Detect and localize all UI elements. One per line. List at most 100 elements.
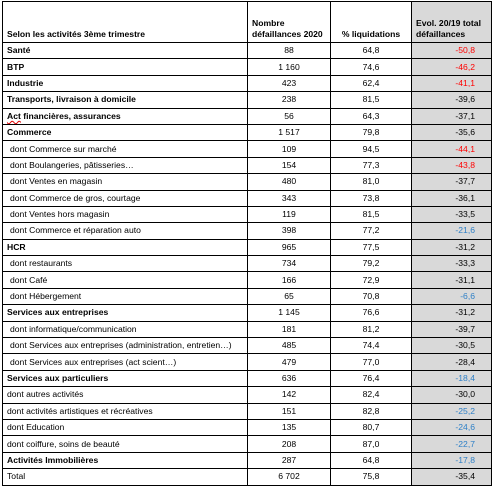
cell-activity[interactable]: BTP: [2, 58, 248, 76]
cell-evolution[interactable]: -30,5: [411, 337, 492, 355]
cell-evolution[interactable]: -30,0: [411, 386, 492, 404]
cell-liquidations[interactable]: 80,7: [330, 418, 412, 437]
cell-activity[interactable]: dont Commerce sur marché: [2, 140, 248, 158]
cell-activity[interactable]: dont Café: [2, 271, 248, 289]
cell-evolution[interactable]: -43,8: [411, 156, 492, 175]
cell-evolution[interactable]: -35,6: [411, 123, 492, 142]
cell-failures[interactable]: 56: [247, 107, 331, 125]
cell-evolution[interactable]: -17,8: [411, 451, 492, 470]
cell-liquidations[interactable]: 81,5: [330, 91, 412, 109]
cell-evolution[interactable]: -24,6: [411, 418, 492, 437]
cell-activity[interactable]: Commerce: [2, 123, 248, 142]
cell-evolution[interactable]: -6,6: [411, 287, 492, 306]
cell-activity[interactable]: Act financières, assurances: [2, 107, 248, 125]
cell-liquidations[interactable]: 77,2: [330, 222, 412, 240]
cell-liquidations[interactable]: 77,5: [330, 238, 412, 257]
cell-evolution[interactable]: -37,7: [411, 173, 492, 191]
header-activity[interactable]: Selon les activités 3ème trimestre: [2, 1, 248, 43]
cell-activity[interactable]: dont Education: [2, 418, 248, 437]
cell-failures[interactable]: 965: [247, 238, 331, 257]
cell-failures[interactable]: 208: [247, 435, 331, 453]
cell-liquidations[interactable]: 81,0: [330, 173, 412, 191]
cell-liquidations[interactable]: 73,8: [330, 189, 412, 207]
cell-liquidations[interactable]: 79,2: [330, 255, 412, 273]
cell-activity[interactable]: dont Hébergement: [2, 287, 248, 306]
cell-failures[interactable]: 343: [247, 189, 331, 207]
cell-activity[interactable]: dont Commerce et réparation auto: [2, 222, 248, 240]
cell-failures[interactable]: 480: [247, 173, 331, 191]
cell-activity[interactable]: Services aux entreprises: [2, 304, 248, 322]
cell-activity[interactable]: dont informatique/communication: [2, 320, 248, 339]
cell-failures[interactable]: 636: [247, 369, 331, 388]
cell-evolution[interactable]: -50,8: [411, 41, 492, 60]
cell-evolution[interactable]: -33,5: [411, 205, 492, 224]
cell-failures[interactable]: 181: [247, 320, 331, 339]
cell-failures[interactable]: 151: [247, 402, 331, 420]
cell-activity[interactable]: Transports, livraison à domicile: [2, 91, 248, 109]
cell-liquidations[interactable]: 74,4: [330, 337, 412, 355]
cell-liquidations[interactable]: 64,8: [330, 451, 412, 470]
cell-activity[interactable]: Total: [2, 468, 248, 486]
cell-liquidations[interactable]: 72,9: [330, 271, 412, 289]
cell-evolution[interactable]: -22,7: [411, 435, 492, 453]
cell-liquidations[interactable]: 77,3: [330, 156, 412, 175]
cell-activity[interactable]: Industrie: [2, 74, 248, 93]
cell-failures[interactable]: 6 702: [247, 468, 331, 486]
cell-liquidations[interactable]: 74,6: [330, 58, 412, 76]
cell-failures[interactable]: 1 145: [247, 304, 331, 322]
cell-failures[interactable]: 1 517: [247, 123, 331, 142]
cell-evolution[interactable]: -28,4: [411, 353, 492, 371]
cell-activity[interactable]: dont Ventes hors magasin: [2, 205, 248, 224]
cell-activity[interactable]: HCR: [2, 238, 248, 257]
cell-liquidations[interactable]: 82,8: [330, 402, 412, 420]
cell-failures[interactable]: 734: [247, 255, 331, 273]
cell-activity[interactable]: dont Boulangeries, pâtisseries…: [2, 156, 248, 175]
cell-failures[interactable]: 119: [247, 205, 331, 224]
cell-evolution[interactable]: -31,1: [411, 271, 492, 289]
cell-liquidations[interactable]: 76,6: [330, 304, 412, 322]
cell-activity[interactable]: Santé: [2, 41, 248, 60]
cell-evolution[interactable]: -25,2: [411, 402, 492, 420]
cell-evolution[interactable]: -31,2: [411, 238, 492, 257]
cell-liquidations[interactable]: 77,0: [330, 353, 412, 371]
cell-failures[interactable]: 423: [247, 74, 331, 93]
cell-activity[interactable]: dont Services aux entreprises (act scien…: [2, 353, 248, 371]
cell-activity[interactable]: dont Ventes en magasin: [2, 173, 248, 191]
cell-activity[interactable]: dont activités artistiques et récréative…: [2, 402, 248, 420]
cell-liquidations[interactable]: 75,8: [330, 468, 412, 486]
cell-liquidations[interactable]: 76,4: [330, 369, 412, 388]
cell-liquidations[interactable]: 81,5: [330, 205, 412, 224]
cell-failures[interactable]: 109: [247, 140, 331, 158]
cell-activity[interactable]: dont coiffure, soins de beauté: [2, 435, 248, 453]
cell-evolution[interactable]: -35,4: [411, 468, 492, 486]
cell-evolution[interactable]: -36,1: [411, 189, 492, 207]
cell-activity[interactable]: dont restaurants: [2, 255, 248, 273]
cell-failures[interactable]: 479: [247, 353, 331, 371]
cell-failures[interactable]: 65: [247, 287, 331, 306]
cell-liquidations[interactable]: 64,3: [330, 107, 412, 125]
cell-evolution[interactable]: -33,3: [411, 255, 492, 273]
cell-activity[interactable]: dont Services aux entreprises (administr…: [2, 337, 248, 355]
cell-failures[interactable]: 88: [247, 41, 331, 60]
cell-failures[interactable]: 166: [247, 271, 331, 289]
cell-liquidations[interactable]: 82,4: [330, 386, 412, 404]
cell-failures[interactable]: 154: [247, 156, 331, 175]
cell-evolution[interactable]: -39,6: [411, 91, 492, 109]
cell-evolution[interactable]: -31,2: [411, 304, 492, 322]
cell-liquidations[interactable]: 64,8: [330, 41, 412, 60]
cell-evolution[interactable]: -44,1: [411, 140, 492, 158]
header-evolution[interactable]: Evol. 20/19 total défaillances: [411, 1, 492, 43]
cell-activity[interactable]: dont Commerce de gros, courtage: [2, 189, 248, 207]
cell-evolution[interactable]: -37,1: [411, 107, 492, 125]
cell-evolution[interactable]: -18,4: [411, 369, 492, 388]
cell-evolution[interactable]: -39,7: [411, 320, 492, 339]
cell-activity[interactable]: Services aux particuliers: [2, 369, 248, 388]
cell-evolution[interactable]: -46,2: [411, 58, 492, 76]
cell-failures[interactable]: 135: [247, 418, 331, 437]
header-liquidations-pct[interactable]: % liquidations: [330, 1, 412, 43]
cell-failures[interactable]: 142: [247, 386, 331, 404]
cell-failures[interactable]: 1 160: [247, 58, 331, 76]
cell-failures[interactable]: 238: [247, 91, 331, 109]
header-failures-count[interactable]: Nombre défaillances 2020: [247, 1, 331, 43]
cell-activity[interactable]: Activités Immobilières: [2, 451, 248, 470]
